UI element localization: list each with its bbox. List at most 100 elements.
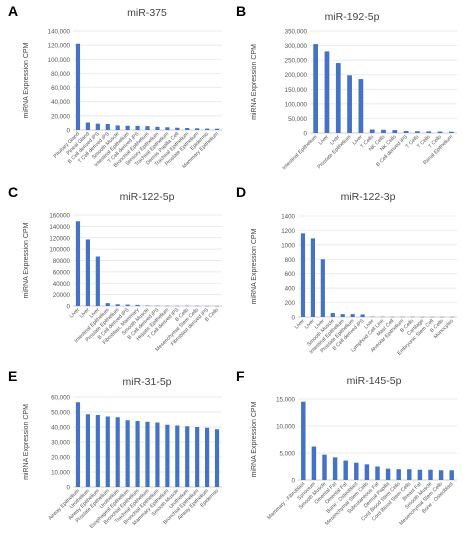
bar [105,303,110,306]
y-tick-label: 80,000 [51,71,70,78]
bar [448,131,454,133]
bar [115,304,120,306]
y-axis-label: miRNA Expression CPM [251,228,258,304]
y-tick-label: 10,000 [276,424,295,431]
bar [115,125,120,130]
panel-letter: E [8,368,17,384]
bar [403,130,409,133]
bar [354,462,359,480]
bar [75,221,81,306]
y-tick-label: 1400 [281,214,295,221]
panel-letter: D [236,184,246,200]
bar [364,464,370,480]
bar [300,233,306,317]
y-tick-label: 1200 [281,228,295,235]
bar [335,63,341,133]
bar [175,127,180,130]
y-tick-label: 60000 [53,269,71,276]
bar [324,51,330,133]
bar [428,469,433,480]
bar [369,129,375,133]
bar [437,131,443,133]
y-axis-label: miRNA Expression CPM [251,44,258,120]
bar [195,128,200,130]
chart-title: miR-122-3p [341,191,396,203]
bar [381,129,386,133]
y-tick-label: 350,000 [285,29,308,36]
bar [125,304,130,306]
y-tick-label: 15,000 [276,397,295,404]
chart-title: miR-192-5p [325,11,380,23]
y-tick-label: 0 [67,304,71,311]
y-tick-label: 140,000 [48,29,71,36]
bar [135,421,140,487]
y-tick-label: 40,000 [51,99,70,106]
bar [392,130,398,133]
chart-title: miR-122-5p [120,191,175,203]
bar [313,44,319,133]
y-tick-label: 160000 [49,213,70,220]
y-tick-label: 60,000 [51,85,70,92]
y-tick-label: 200 [285,300,296,307]
y-tick-label: 20,000 [51,455,70,462]
bar [95,256,100,306]
bar [322,454,327,480]
bar [385,468,391,480]
y-tick-label: 0 [67,128,71,135]
y-tick-label: 80000 [53,258,71,265]
bar [343,460,348,480]
bar [105,416,110,487]
bar [155,422,160,487]
bar [185,128,190,130]
panel-letter: C [8,184,18,200]
bar [115,417,120,487]
y-tick-label: 600 [285,271,296,278]
y-tick-label: 60,000 [51,395,70,402]
bar [417,469,423,480]
y-tick-label: 100000 [49,247,70,254]
y-tick-label: 50,000 [51,410,70,417]
y-tick-label: 140000 [49,224,70,231]
bar [358,79,364,133]
x-tick-label: Liver [318,134,330,146]
y-tick-label: 120000 [49,235,70,242]
y-tick-label: 10,000 [51,470,70,477]
y-axis-label: miRNA Expression CPM [23,222,30,298]
y-axis-label: miRNA Expression CPM [251,401,258,477]
bar [105,123,110,130]
bar [75,43,81,130]
y-axis-label: miRNA Expression CPM [23,404,30,480]
bar [214,128,220,130]
y-tick-label: 300,000 [285,43,308,50]
bar [449,470,454,480]
bar [165,424,170,487]
bar [75,402,81,487]
bar [205,128,210,130]
bar [375,466,380,480]
bar [332,457,338,480]
bar [311,446,317,480]
bar [438,470,444,480]
x-tick-label: Intestinal Epithelium [281,134,318,171]
bar [145,421,150,487]
y-tick-label: 20000 [53,292,71,299]
y-tick-label: 800 [285,257,296,264]
bar [205,427,210,487]
y-tick-label: 5,000 [280,451,296,458]
chart-title: miR-145-5p [347,375,402,387]
chart-title: miR-31-5p [122,376,171,388]
bar [95,415,100,487]
bar [426,131,432,133]
chart-title: miR-375 [127,7,167,19]
bar [85,414,90,487]
bar [135,125,140,130]
y-tick-label: 120,000 [48,43,71,50]
bar [214,429,220,487]
bar [185,426,190,487]
y-tick-label: 250,000 [285,58,308,65]
bar [95,123,100,130]
y-tick-label: 100,000 [285,101,308,108]
